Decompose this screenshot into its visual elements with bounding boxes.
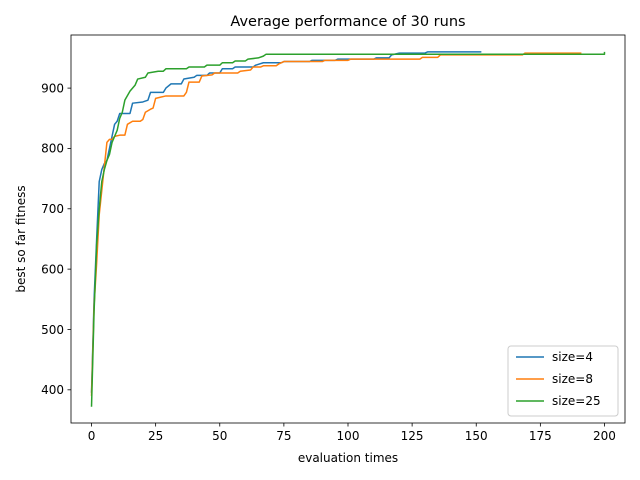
- y-tick-label: 500: [41, 323, 64, 337]
- y-axis: 400 500 600 700 800 900: [41, 81, 71, 397]
- legend-box: [507, 345, 619, 417]
- y-tick-label: 600: [41, 262, 64, 276]
- series-line-0: [90, 51, 482, 393]
- legend-label-2: size=25: [552, 394, 601, 408]
- chart-title: Average performance of 30 runs: [230, 14, 465, 30]
- x-tick-label: 125: [401, 429, 424, 443]
- x-tick-label: 25: [148, 429, 163, 443]
- x-tick-label: 0: [88, 429, 96, 443]
- x-tick-label: 175: [529, 429, 552, 443]
- x-tick-label: 50: [212, 429, 227, 443]
- series-line-1: [90, 52, 582, 396]
- series-line-2: [90, 51, 606, 407]
- legend-label-0: size=4: [552, 350, 593, 364]
- legend: size=4 size=8 size=25: [507, 345, 619, 417]
- x-tick-label: 75: [276, 429, 291, 443]
- x-tick-label: 100: [337, 429, 360, 443]
- legend-label-1: size=8: [552, 372, 593, 386]
- y-tick-label: 800: [41, 142, 64, 156]
- x-tick-label: 200: [593, 429, 616, 443]
- y-tick-label: 400: [41, 383, 64, 397]
- x-tick-label: 150: [465, 429, 488, 443]
- x-axis: 0 25 50 75 100 125 150 175 200: [88, 423, 616, 443]
- y-axis-label: best so far fitness: [14, 185, 28, 292]
- y-tick-label: 900: [41, 81, 64, 95]
- y-tick-label: 700: [41, 202, 64, 216]
- x-axis-label: evaluation times: [298, 451, 398, 465]
